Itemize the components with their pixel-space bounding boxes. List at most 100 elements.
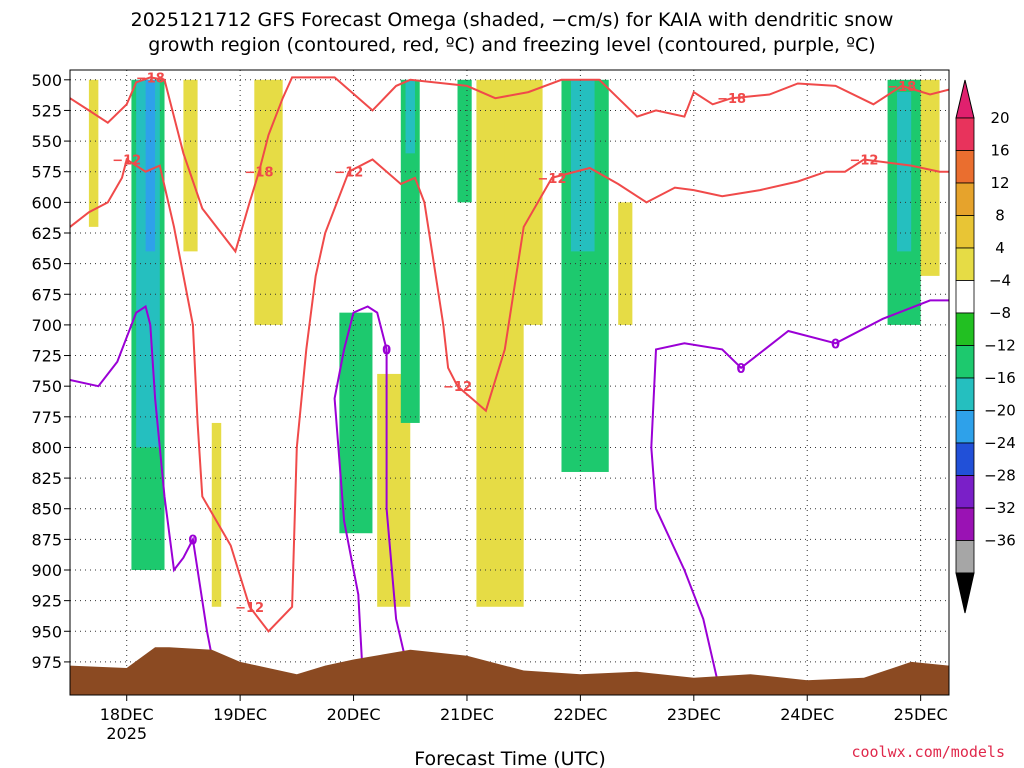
colorbar-swatch-6 xyxy=(955,312,975,346)
omega-sinking-region-3 xyxy=(254,79,283,325)
colorbar-swatch-11 xyxy=(955,475,975,509)
colorbar-swatch-5 xyxy=(955,280,975,314)
y-tick-label-950: 950 xyxy=(31,622,62,641)
gridlines xyxy=(70,70,949,695)
x-tick-label-22DEC: 22DEC xyxy=(553,705,607,724)
freezing-contours xyxy=(70,299,949,681)
contour-labels: −18 −18 −18 −18 −12 −12 −12 −12 −12 −12 0 0 0 0 xyxy=(112,71,916,615)
colorbar-label-2: 12 xyxy=(990,174,1009,192)
dgz-minus18-contour xyxy=(70,76,949,254)
colorbar-under-arrow xyxy=(955,572,975,614)
x-tick-label-24DEC: 24DEC xyxy=(780,705,834,724)
colorbar-label-4: 4 xyxy=(995,239,1005,257)
y-tick-label-650: 650 xyxy=(31,255,62,274)
terrain-fill xyxy=(70,647,949,695)
dgz-contour-label-5: −12 xyxy=(235,601,264,616)
y-tick-label-575: 575 xyxy=(31,163,62,182)
colorbar-swatch-4 xyxy=(955,247,975,281)
x-tick-label-23DEC: 23DEC xyxy=(667,705,721,724)
colorbar-label-1: 16 xyxy=(990,142,1009,160)
dgz-contour-label-7: −12 xyxy=(443,380,472,395)
y-tick-label-600: 600 xyxy=(31,193,62,212)
omega-rising-region-11 xyxy=(145,79,156,252)
freezing-contour-label-3: 0 xyxy=(831,337,840,352)
colorbar-swatch-1 xyxy=(955,150,975,184)
dgz-contour-label-6: −12 xyxy=(334,166,363,181)
colorbar-label-13: −36 xyxy=(984,532,1016,550)
colorbar-swatch-9 xyxy=(955,410,975,444)
dgz-contour-label-1: −18 xyxy=(245,166,274,181)
omega-rising-region-15 xyxy=(457,79,472,203)
dgz-contour-label-0: −18 xyxy=(136,71,165,86)
y-tick-label-700: 700 xyxy=(31,316,62,335)
chart-title-line-1: 2025121712 GFS Forecast Omega (shaded, −… xyxy=(131,9,894,31)
colorbar-label-5: −4 xyxy=(989,272,1011,290)
omega-sinking-region-2 xyxy=(211,422,222,607)
omega-shading xyxy=(88,79,940,607)
x-tick-label-21DEC: 21DEC xyxy=(440,705,494,724)
colorbar-over-arrow xyxy=(955,79,975,119)
dgz-contour-label-9: −12 xyxy=(849,153,878,168)
colorbar-label-11: −28 xyxy=(984,467,1016,485)
colorbar: 20 16 12 8 4 −4 −8 −12 −16 −20 −24 −28 −32 −36 xyxy=(955,79,1016,614)
y-tick-label-725: 725 xyxy=(31,347,62,366)
y-tick-label-750: 750 xyxy=(31,377,62,396)
x-tick-label-25DEC: 25DEC xyxy=(894,705,948,724)
colorbar-swatch-13 xyxy=(955,540,975,574)
dgz-minus12-contour xyxy=(70,157,949,633)
dgz-contour-label-4: −12 xyxy=(112,153,141,168)
x-axis-label: Forecast Time (UTC) xyxy=(414,748,605,768)
colorbar-label-9: −20 xyxy=(984,402,1016,420)
y-tick-label-625: 625 xyxy=(31,224,62,243)
freezing-contour-label-1: 0 xyxy=(382,343,391,358)
colorbar-label-8: −16 xyxy=(984,369,1016,387)
x-tick-label-18DEC: 18DEC xyxy=(100,705,154,724)
omega-rising-region-17 xyxy=(570,79,595,252)
freezing-contour-2 xyxy=(333,305,412,681)
omega-sinking-region-1 xyxy=(183,79,198,252)
y-tick-label-825: 825 xyxy=(31,469,62,488)
dgz-contour-label-8: −12 xyxy=(538,172,567,187)
y-tick-label-975: 975 xyxy=(31,653,62,672)
y-axis-ticks: 500 525 550 575 600 625 650 675 700 725 750 775 800 8… xyxy=(31,71,70,672)
x-tick-sublabel-18DEC: 2025 xyxy=(106,724,147,743)
freezing-contour-1 xyxy=(70,304,218,681)
dgz-contour-label-3: −18 xyxy=(887,80,916,95)
freezing-contour-3 xyxy=(650,299,949,681)
colorbar-swatch-2 xyxy=(955,182,975,216)
chart-title-line-2: growth region (contoured, red, ºC) and f… xyxy=(148,34,875,56)
y-tick-label-800: 800 xyxy=(31,438,62,457)
colorbar-swatch-10 xyxy=(955,442,975,476)
dgz-contours xyxy=(70,76,949,633)
colorbar-swatch-7 xyxy=(955,345,975,379)
terrain xyxy=(70,647,949,695)
y-tick-label-850: 850 xyxy=(31,500,62,519)
omega-rising-region-13 xyxy=(400,79,420,423)
x-tick-label-19DEC: 19DEC xyxy=(213,705,267,724)
y-tick-label-550: 550 xyxy=(31,132,62,151)
credit-text: coolwx.com/models xyxy=(851,743,1005,761)
freezing-contour-label-0: 0 xyxy=(188,533,197,548)
omega-sinking-region-0 xyxy=(88,79,99,227)
y-tick-label-500: 500 xyxy=(31,71,62,90)
y-tick-label-875: 875 xyxy=(31,530,62,549)
colorbar-label-3: 8 xyxy=(995,207,1005,225)
x-tick-label-20DEC: 20DEC xyxy=(327,705,381,724)
freezing-contour-label-2: 0 xyxy=(737,362,746,377)
plot-frame xyxy=(69,69,950,696)
y-tick-label-775: 775 xyxy=(31,408,62,427)
colorbar-label-12: −32 xyxy=(984,499,1016,517)
omega-rising-region-19 xyxy=(897,92,912,252)
colorbar-swatch-12 xyxy=(955,507,975,541)
colorbar-swatch-0 xyxy=(955,117,975,151)
dgz-contour-label-2: −18 xyxy=(717,92,746,107)
colorbar-label-10: −24 xyxy=(984,434,1016,452)
colorbar-swatch-3 xyxy=(955,215,975,249)
y-tick-label-675: 675 xyxy=(31,285,62,304)
omega-sinking-region-6 xyxy=(504,79,543,325)
colorbar-label-7: −12 xyxy=(984,337,1016,355)
colorbar-swatch-8 xyxy=(955,377,975,411)
colorbar-label-0: 20 xyxy=(990,109,1009,127)
